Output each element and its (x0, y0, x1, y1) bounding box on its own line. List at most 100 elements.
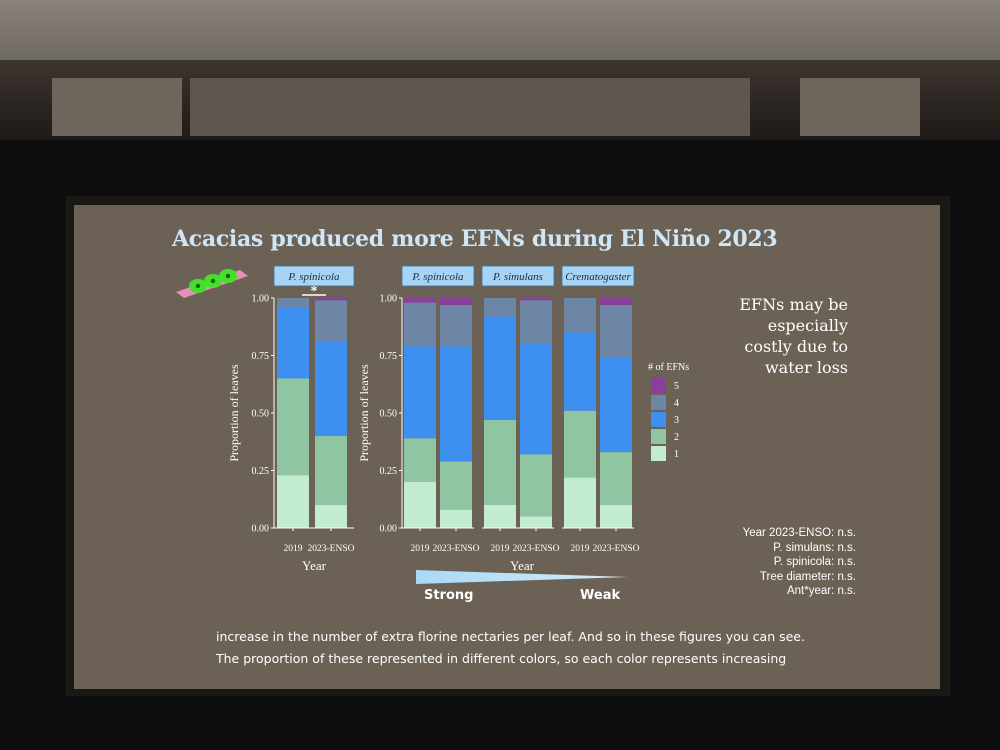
bar-segment-efn-1 (404, 482, 436, 528)
significance-marker: * (311, 284, 318, 299)
room-panel (52, 78, 182, 136)
stats-summary: Year 2023-ENSO: n.s. P. simulans: n.s. P… (680, 526, 856, 599)
chart-spinicola-overall: 0.00 0.25 0.50 0.75 1.00 Proportion of leaves… (227, 265, 355, 573)
x-tick-label: 2023-ENSO (433, 544, 480, 554)
stats-line: P. simulans: n.s. (773, 541, 856, 554)
caption-line: The proportion of these represented in d… (216, 651, 787, 666)
legend-label: 5 (674, 381, 679, 392)
y-tick-label: 0.00 (252, 524, 270, 535)
facet-label: Crematogaster (565, 271, 631, 283)
stats-line: Tree diameter: n.s. (759, 570, 856, 583)
bar-segment-efn-2 (600, 452, 632, 505)
bar-segment-efn-1 (277, 475, 309, 528)
x-tick-label: 2019 (571, 544, 590, 554)
side-note: EFNs may be especially costly due to wat… (739, 295, 848, 377)
acacia-leaf-icon (176, 269, 248, 298)
facet-label: P. simulans (492, 271, 543, 283)
bar-segment-efn-2 (484, 419, 516, 505)
efn-legend: # of EFNs 5 4 3 2 1 (648, 362, 689, 461)
bar-segment-efn-1 (600, 505, 632, 528)
stats-line: Ant*year: n.s. (786, 585, 856, 598)
x-tick-label: 2019 (411, 544, 430, 554)
bar-segment-efn-4 (564, 298, 596, 333)
subtitle-caption: increase in the number of extra florine … (216, 626, 866, 670)
legend-title: # of EFNs (648, 362, 689, 373)
legend-swatch-efn-2 (651, 429, 666, 444)
legend-label: 1 (674, 449, 679, 460)
x-tick-label: 2023-ENSO (513, 544, 560, 554)
y-tick-label: 1.00 (252, 294, 270, 305)
gradient-label-strong: Strong (424, 588, 474, 603)
bar-segment-efn-4 (315, 300, 347, 342)
y-tick-label: 0.25 (252, 466, 270, 477)
slide-title: Acacias produced more EFNs during El Niñ… (172, 226, 778, 252)
bar-segment-efn-2 (520, 454, 552, 517)
bar-segment-efn-2 (564, 410, 596, 478)
legend-swatch-efn-4 (651, 395, 666, 410)
bar-segment-efn-3 (277, 307, 309, 379)
bar-segment-efn-4 (277, 298, 309, 308)
bar-segment-efn-5 (315, 298, 347, 301)
bar-segment-efn-4 (484, 298, 516, 317)
legend-label: 3 (674, 415, 679, 426)
stats-line: P. spinicola: n.s. (773, 556, 856, 569)
bar-segment-efn-4 (404, 302, 436, 347)
caption-line: increase in the number of extra florine … (216, 629, 805, 644)
x-tick-label: 2023-ENSO (593, 544, 640, 554)
strength-gradient-wedge (416, 570, 628, 584)
bar-segment-efn-1 (315, 505, 347, 528)
y-tick-label: 0.50 (380, 409, 398, 420)
y-tick-label: 1.00 (380, 294, 398, 305)
room-panel (190, 78, 750, 136)
facet-label: P. spinicola (287, 271, 340, 283)
facet-strip (401, 265, 475, 287)
chart-faceted-by-species: 0.00 0.25 0.50 0.75 1.00 Proportion of leaves… (357, 265, 640, 573)
facet-strip (481, 265, 555, 287)
y-tick-label: 0.75 (252, 351, 270, 362)
bar-segment-efn-3 (315, 341, 347, 436)
bar-segment-efn-3 (564, 332, 596, 411)
bar-segment-efn-4 (440, 304, 472, 347)
y-tick-label: 0.25 (380, 466, 398, 477)
legend-swatch-efn-5 (651, 378, 666, 393)
x-axis-label: Year (302, 558, 327, 573)
legend-label: 2 (674, 432, 679, 443)
y-axis-label: Proportion of leaves (227, 364, 241, 462)
stats-line: Year 2023-ENSO: n.s. (742, 527, 856, 539)
bar-segment-efn-1 (484, 505, 516, 528)
bar-segment-efn-2 (277, 378, 309, 476)
bar-segment-efn-1 (520, 516, 552, 528)
room-panel (800, 78, 920, 136)
y-axis-label: Proportion of leaves (357, 364, 371, 462)
legend-swatch-efn-1 (651, 446, 666, 461)
facet-strip (561, 265, 635, 287)
y-tick-label: 0.50 (252, 409, 270, 420)
bar-segment-efn-5 (520, 298, 552, 301)
bar-segment-efn-1 (564, 477, 596, 528)
bar-segment-efn-5 (404, 298, 436, 303)
bar-segment-efn-3 (404, 346, 436, 439)
facet-strip (273, 265, 355, 287)
legend-label: 4 (674, 398, 679, 409)
bar-segment-efn-2 (404, 438, 436, 482)
x-tick-label: 2023-ENSO (308, 544, 355, 554)
bar-segment-efn-3 (600, 357, 632, 453)
facet-label: P. spinicola (411, 271, 464, 283)
legend-swatch-efn-3 (651, 412, 666, 427)
bar-segment-efn-4 (520, 300, 552, 344)
bar-segment-efn-5 (600, 298, 632, 305)
y-tick-label: 0.75 (380, 351, 398, 362)
bar-segment-efn-3 (484, 316, 516, 420)
x-tick-label: 2019 (284, 544, 303, 554)
room-ceiling (0, 0, 1000, 60)
x-tick-label: 2019 (491, 544, 510, 554)
y-tick-label: 0.00 (380, 524, 398, 535)
bar-segment-efn-2 (440, 461, 472, 510)
bar-segment-efn-1 (440, 509, 472, 528)
bar-segment-efn-4 (600, 304, 632, 358)
bar-segment-efn-3 (520, 344, 552, 455)
gradient-label-weak: Weak (580, 588, 621, 603)
bar-segment-efn-2 (315, 436, 347, 505)
bar-segment-efn-3 (440, 346, 472, 462)
